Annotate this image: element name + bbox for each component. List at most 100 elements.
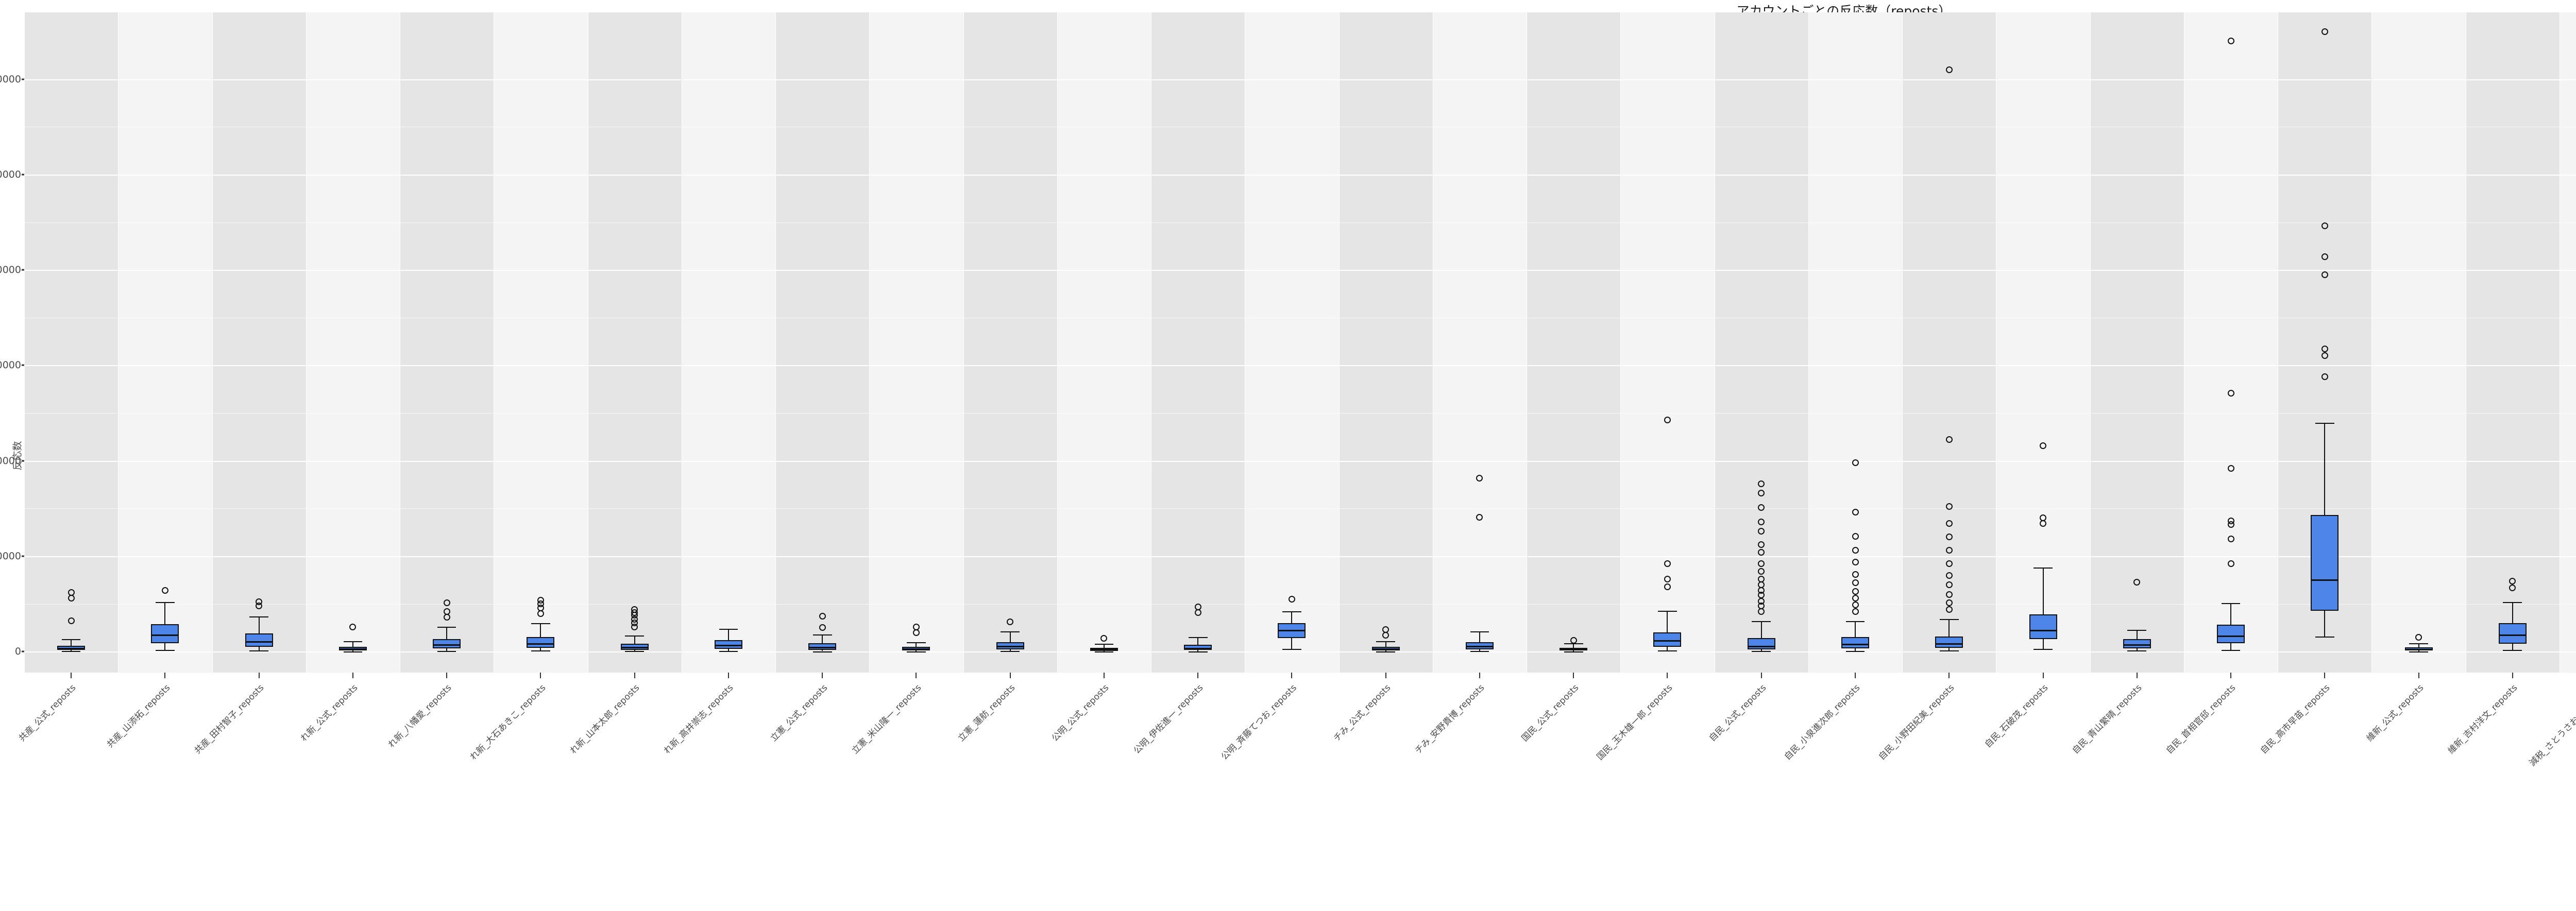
outlier-point	[1288, 595, 1295, 603]
x-axis-tick-label: 共産_山添拓_reposts	[105, 682, 173, 750]
outlier-point	[1852, 509, 1859, 516]
whisker-upper	[2136, 629, 2138, 640]
gridline-horizontal	[24, 365, 2576, 367]
boxplot-group[interactable]	[902, 12, 930, 673]
boxplot-group[interactable]	[338, 12, 367, 673]
outlier-point	[1852, 579, 1859, 587]
x-axis-tick-label: 自民_青山繁晴_reposts	[2070, 682, 2144, 757]
gridline-horizontal	[24, 270, 2576, 271]
whisker-cap-upper	[1564, 643, 1583, 645]
boxplot-group[interactable]	[1747, 12, 1775, 673]
outlier-point	[2227, 560, 2234, 568]
boxplot-group[interactable]	[1184, 12, 1212, 673]
x-axis-tick-mark	[1855, 673, 1856, 678]
outlier-point	[1852, 588, 1859, 595]
boxplot-group[interactable]	[1371, 12, 1400, 673]
outlier-point	[1758, 541, 1765, 548]
whisker-cap-upper	[1939, 619, 1959, 621]
boxplot-group[interactable]	[57, 12, 86, 673]
outlier-point	[2509, 584, 2516, 591]
whisker-lower	[2418, 650, 2419, 651]
panel-stripe	[1151, 12, 1245, 673]
x-axis-tick-label: 自民_首相官邸_reposts	[2164, 682, 2238, 757]
whisker-upper	[2230, 603, 2232, 625]
boxplot-group[interactable]	[996, 12, 1024, 673]
boxplot-group[interactable]	[2029, 12, 2057, 673]
x-axis-tick-label: 公明_伊佐進一_reposts	[1131, 682, 1205, 757]
gridline-horizontal	[24, 651, 2576, 653]
x-axis-tick-mark	[2324, 673, 2326, 678]
panel-stripe	[2465, 12, 2560, 673]
x-axis-tick-mark	[2136, 673, 2138, 678]
whisker-lower	[1573, 650, 1574, 651]
gridline-vertical	[2371, 12, 2372, 673]
x-axis-tick-mark	[1573, 673, 1574, 678]
x-axis-tick-label: 共産_田村智子_reposts	[192, 682, 266, 757]
x-axis-tick-mark	[1667, 673, 1668, 678]
outlier-point	[1852, 608, 1859, 615]
gridline-vertical	[1057, 12, 1058, 673]
whisker-upper	[1667, 610, 1668, 633]
whisker-upper	[1855, 621, 1856, 638]
boxplot-group[interactable]	[808, 12, 837, 673]
whisker-upper	[822, 634, 823, 644]
box-iqr	[620, 644, 649, 650]
gridline-horizontal-minor	[24, 413, 2576, 414]
x-axis: 共産_公式_reposts 共産_山添拓_reposts 共産_田村智子_repos…	[17, 673, 2576, 911]
x-axis-tick-mark	[1197, 673, 1199, 678]
whisker-lower	[2042, 639, 2044, 649]
boxplot-group[interactable]	[620, 12, 649, 673]
panel-stripe	[24, 12, 118, 673]
outlier-point	[2321, 373, 2328, 381]
outlier-point	[1194, 603, 1201, 610]
x-axis-tick-label: 減税_さとうさおり_reposts	[2528, 682, 2576, 769]
boxplot-group[interactable]	[2311, 12, 2339, 673]
whisker-lower	[540, 647, 541, 651]
whisker-lower	[1855, 648, 1856, 651]
whisker-cap-upper	[2127, 629, 2147, 631]
whisker-cap-lower	[1658, 650, 1677, 652]
whisker-lower	[2230, 643, 2232, 650]
boxplot-group[interactable]	[1465, 12, 1494, 673]
boxplot-group[interactable]	[714, 12, 742, 673]
box-iqr	[2311, 515, 2339, 611]
boxplot-group[interactable]	[2217, 12, 2245, 673]
boxplot-group[interactable]	[1653, 12, 1682, 673]
whisker-cap-lower	[1564, 651, 1583, 652]
x-axis-tick-label: 立憲_蓮舫_reposts	[956, 682, 1018, 744]
boxplot-group[interactable]	[2404, 12, 2433, 673]
whisker-cap-upper	[907, 642, 926, 643]
boxplot-group[interactable]	[433, 12, 461, 673]
box-iqr	[1841, 637, 1869, 648]
outlier-point	[1945, 503, 1953, 510]
boxplot-group[interactable]	[2498, 12, 2527, 673]
boxplot-group[interactable]	[2123, 12, 2151, 673]
whisker-cap-lower	[1188, 651, 1208, 652]
whisker-upper	[1573, 643, 1574, 648]
boxplot-group[interactable]	[527, 12, 555, 673]
boxplot-group[interactable]	[151, 12, 179, 673]
y-axis-tick-label: 50000	[0, 168, 21, 180]
y-axis-tick-label: 20000	[0, 455, 21, 467]
median-line	[527, 643, 555, 645]
boxplot-group[interactable]	[1560, 12, 1588, 673]
boxplot-group[interactable]	[1090, 12, 1118, 673]
whisker-upper	[352, 641, 353, 647]
box-iqr	[1184, 645, 1212, 650]
outlier-point	[443, 614, 450, 621]
outlier-point	[1758, 597, 1765, 605]
outlier-point	[1476, 474, 1483, 482]
whisker-cap-upper	[61, 639, 81, 641]
median-line	[620, 647, 649, 649]
boxplot-group[interactable]	[1935, 12, 1963, 673]
outlier-point	[1664, 575, 1671, 582]
boxplot-group[interactable]	[245, 12, 273, 673]
outlier-point	[1852, 594, 1859, 601]
boxplot-group[interactable]	[1841, 12, 1869, 673]
outlier-point	[2321, 253, 2328, 260]
whisker-cap-upper	[343, 641, 363, 642]
median-line	[808, 646, 837, 648]
boxplot-group[interactable]	[1278, 12, 1306, 673]
x-axis-tick-label: れ新_大石あきこ_reposts	[468, 682, 548, 763]
outlier-point	[2227, 517, 2234, 524]
